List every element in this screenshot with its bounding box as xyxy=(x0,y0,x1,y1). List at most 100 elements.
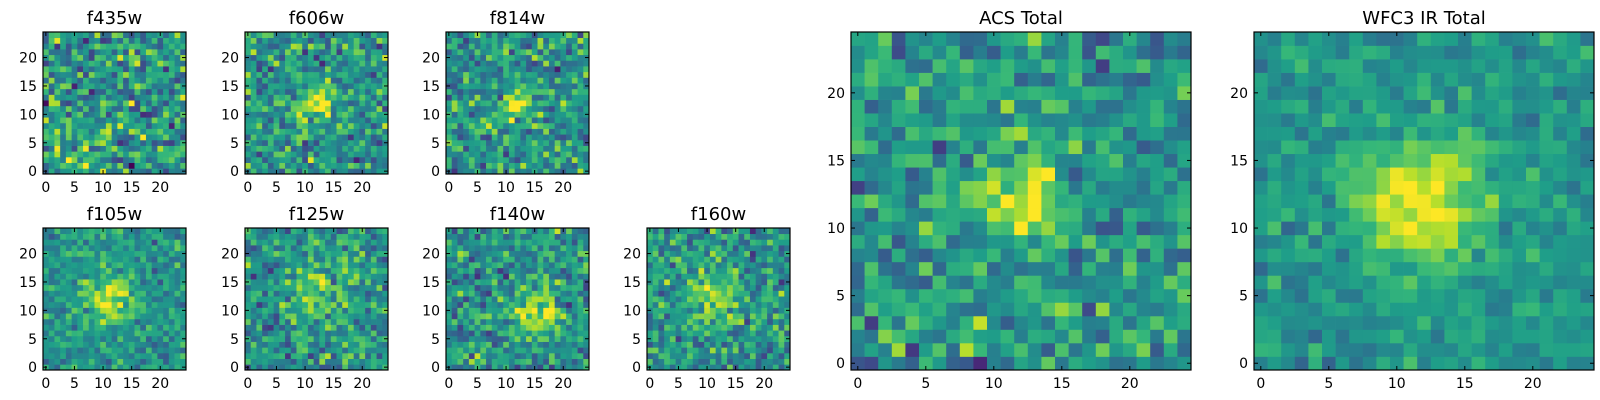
heatmap-cell xyxy=(959,248,974,263)
heatmap-cell xyxy=(54,60,61,67)
heatmap-cell xyxy=(446,267,453,274)
heatmap-cell xyxy=(681,347,688,354)
y-tick-label: 5 xyxy=(431,136,440,152)
heatmap-cell xyxy=(336,100,343,107)
heatmap-cell xyxy=(140,239,147,246)
heatmap-cell xyxy=(48,324,55,331)
heatmap-cell xyxy=(111,228,118,235)
heatmap-cell xyxy=(548,128,556,135)
heatmap-cell xyxy=(307,117,314,124)
heatmap-cell xyxy=(715,318,722,325)
heatmap-cell xyxy=(65,279,72,286)
heatmap-cell xyxy=(117,335,124,342)
heatmap-cell xyxy=(767,341,774,348)
heatmap-cell xyxy=(526,301,533,308)
heatmap-cell xyxy=(325,100,332,107)
heatmap-cell xyxy=(669,335,676,342)
heatmap-cell xyxy=(687,279,694,286)
heatmap-cell xyxy=(891,356,906,371)
heatmap-cell xyxy=(709,256,716,263)
heatmap-cell xyxy=(932,275,947,290)
heatmap-cell xyxy=(468,54,475,61)
heatmap-cell xyxy=(65,37,72,44)
heatmap-cell xyxy=(285,347,292,354)
heatmap-cell xyxy=(491,162,498,169)
heatmap-cell xyxy=(347,318,355,325)
heatmap-cell xyxy=(744,239,751,246)
heatmap-cell xyxy=(520,71,527,78)
heatmap-cell xyxy=(905,248,920,263)
heatmap-cell xyxy=(290,290,297,297)
heatmap-cell xyxy=(451,364,458,371)
heatmap-cell xyxy=(279,347,286,354)
heatmap-cell xyxy=(514,290,521,297)
heatmap-cell xyxy=(727,239,734,246)
heatmap-cell xyxy=(1000,153,1015,168)
heatmap-cell xyxy=(319,233,326,240)
heatmap-cell xyxy=(503,139,510,146)
heatmap-cell xyxy=(520,307,527,314)
heatmap-cell xyxy=(290,307,297,314)
heatmap-cell xyxy=(1082,194,1097,209)
heatmap-cell xyxy=(514,88,521,95)
heatmap-cell xyxy=(669,301,676,308)
heatmap-cell xyxy=(932,329,947,344)
heatmap-cell xyxy=(548,122,556,129)
heatmap-cell xyxy=(554,49,561,56)
heatmap-cell xyxy=(330,111,337,118)
heatmap-cell xyxy=(503,43,510,50)
heatmap-cell xyxy=(60,358,67,365)
heatmap-cell xyxy=(151,324,158,331)
heatmap-cell xyxy=(1177,167,1192,182)
heatmap-cell xyxy=(1177,194,1192,209)
heatmap-cell xyxy=(157,318,164,325)
heatmap-cell xyxy=(140,145,147,152)
heatmap-cell xyxy=(290,151,297,158)
heatmap-cell xyxy=(508,77,515,84)
heatmap-cell xyxy=(987,234,1001,249)
heatmap-cell xyxy=(296,145,303,152)
heatmap-cell xyxy=(652,262,659,269)
heatmap-cell xyxy=(571,307,578,314)
heatmap-cell xyxy=(497,105,504,112)
heatmap-cell xyxy=(285,32,292,39)
heatmap-cell xyxy=(256,352,263,359)
heatmap-cell xyxy=(267,318,274,325)
heatmap-cell xyxy=(174,139,181,146)
heatmap-cell xyxy=(761,262,768,269)
heatmap-cell xyxy=(749,284,757,291)
heatmap-cell xyxy=(60,94,67,101)
heatmap-cell xyxy=(531,318,538,325)
heatmap-cell xyxy=(65,267,72,274)
heatmap-cell xyxy=(548,151,556,158)
heatmap-cell xyxy=(548,145,556,152)
heatmap-cell xyxy=(60,77,67,84)
heatmap-cell xyxy=(319,49,326,56)
heatmap-cell xyxy=(105,296,112,303)
heatmap-cell xyxy=(279,105,286,112)
heatmap-cell xyxy=(100,301,107,308)
heatmap-cell xyxy=(463,168,470,175)
heatmap-cell xyxy=(543,66,550,73)
heatmap-cell xyxy=(537,117,544,124)
heatmap-cell xyxy=(273,122,280,129)
heatmap-cell xyxy=(531,262,538,269)
heatmap-cell xyxy=(100,37,107,44)
heatmap-cell xyxy=(687,364,694,371)
heatmap-cell xyxy=(451,318,458,325)
heatmap-cell xyxy=(560,290,567,297)
heatmap-cell xyxy=(100,335,107,342)
heatmap-cell xyxy=(157,105,164,112)
heatmap-cell xyxy=(520,88,527,95)
heatmap-cell xyxy=(365,66,372,73)
heatmap-cell xyxy=(520,162,527,169)
heatmap-cell xyxy=(60,60,67,67)
heatmap-cell xyxy=(761,245,768,252)
heatmap-cell xyxy=(878,207,893,222)
heatmap-cell xyxy=(256,256,263,263)
heatmap-cell xyxy=(365,49,372,56)
heatmap-cell xyxy=(376,83,383,90)
heatmap-cell xyxy=(727,256,734,263)
heatmap-cell xyxy=(548,60,556,67)
heatmap-cell xyxy=(1014,207,1029,222)
